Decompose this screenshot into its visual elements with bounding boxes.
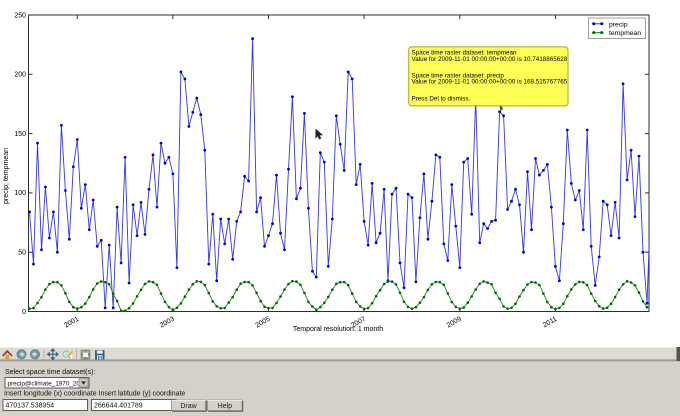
svg-text:Help: Help bbox=[218, 403, 233, 410]
svg-text:precip: precip bbox=[609, 21, 628, 28]
svg-text:250: 250 bbox=[14, 12, 26, 19]
svg-text:100: 100 bbox=[14, 190, 26, 197]
svg-text:Temporal resolution: 1 month: Temporal resolution: 1 month bbox=[293, 326, 383, 333]
svg-text:Value for 2009-11-01 00:00:00+: Value for 2009-11-01 00:00:00+00:00 is 1… bbox=[412, 79, 568, 86]
svg-text:470137.538954: 470137.538954 bbox=[6, 402, 55, 409]
svg-text:Value for 2009-11-01 00:00:00+: Value for 2009-11-01 00:00:00+00:00 is 1… bbox=[412, 56, 568, 63]
svg-text:precip; tempmean: precip; tempmean bbox=[3, 148, 10, 204]
svg-text:0: 0 bbox=[22, 309, 26, 316]
svg-text:266644.401789: 266644.401789 bbox=[94, 402, 143, 409]
svg-text:200: 200 bbox=[14, 72, 26, 79]
svg-text:Draw: Draw bbox=[180, 403, 197, 410]
svg-text:Space time raster dataset: tem: Space time raster dataset: tempmean bbox=[412, 50, 517, 57]
svg-text:150: 150 bbox=[14, 131, 26, 138]
svg-text:Space time raster dataset: pre: Space time raster dataset: precip bbox=[412, 72, 505, 79]
svg-text:Select space time dataset(s):: Select space time dataset(s): bbox=[5, 369, 95, 376]
svg-text:tempmean: tempmean bbox=[609, 30, 641, 37]
svg-text:precip@climate_1970_201: precip@climate_1970_201 bbox=[8, 380, 85, 387]
svg-text:Press Del to dismiss.: Press Del to dismiss. bbox=[412, 95, 471, 102]
svg-text:50: 50 bbox=[18, 250, 26, 257]
svg-text:Insert longitude (x) coordinat: Insert longitude (x) coordinate Insert l… bbox=[4, 391, 185, 398]
